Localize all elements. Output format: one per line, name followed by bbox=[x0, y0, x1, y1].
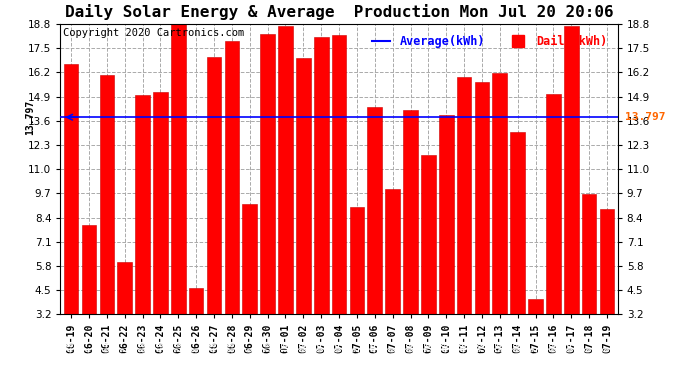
Bar bbox=[493, 73, 507, 374]
Text: Copyright 2020 Cartronics.com: Copyright 2020 Cartronics.com bbox=[63, 28, 244, 39]
Text: 16.156: 16.156 bbox=[495, 341, 504, 371]
Text: 8.952: 8.952 bbox=[353, 346, 362, 371]
Text: 15.948: 15.948 bbox=[460, 341, 469, 371]
Text: 11.776: 11.776 bbox=[424, 341, 433, 371]
Bar bbox=[153, 92, 168, 374]
Text: 9.960: 9.960 bbox=[388, 346, 397, 371]
Text: 17.888: 17.888 bbox=[228, 341, 237, 371]
Text: 9.696: 9.696 bbox=[584, 346, 593, 371]
Text: 18.716: 18.716 bbox=[281, 341, 290, 371]
Text: 18.820: 18.820 bbox=[174, 341, 183, 371]
Text: 7.984: 7.984 bbox=[84, 346, 94, 371]
Bar bbox=[171, 24, 186, 374]
Title: Daily Solar Energy & Average  Production Mon Jul 20 20:06: Daily Solar Energy & Average Production … bbox=[65, 4, 613, 20]
Bar bbox=[368, 107, 382, 374]
Bar bbox=[385, 189, 400, 374]
Bar bbox=[189, 288, 204, 374]
Text: 9.136: 9.136 bbox=[245, 346, 254, 371]
Bar bbox=[81, 225, 97, 374]
Text: 15.672: 15.672 bbox=[477, 341, 486, 371]
Text: 13.940: 13.940 bbox=[442, 341, 451, 371]
Bar bbox=[511, 132, 525, 374]
Bar bbox=[529, 298, 543, 374]
Bar bbox=[278, 26, 293, 374]
Text: 13.000: 13.000 bbox=[513, 341, 522, 371]
Text: 4.052: 4.052 bbox=[531, 346, 540, 371]
Bar bbox=[546, 94, 561, 374]
Bar bbox=[224, 41, 239, 374]
Text: 13.797: 13.797 bbox=[624, 112, 665, 122]
Bar bbox=[421, 155, 435, 374]
Bar bbox=[457, 77, 471, 374]
Text: 17.000: 17.000 bbox=[299, 341, 308, 371]
Text: 13.797: 13.797 bbox=[25, 100, 35, 135]
Bar bbox=[135, 95, 150, 374]
Text: 14.200: 14.200 bbox=[406, 341, 415, 371]
Bar bbox=[350, 207, 364, 374]
Text: 15.060: 15.060 bbox=[549, 341, 558, 371]
Bar bbox=[207, 57, 221, 374]
Bar bbox=[242, 204, 257, 374]
Bar bbox=[314, 37, 328, 374]
Text: 17.048: 17.048 bbox=[210, 341, 219, 371]
Text: 18.204: 18.204 bbox=[335, 341, 344, 371]
Text: 16.648: 16.648 bbox=[67, 341, 76, 371]
Bar bbox=[332, 35, 346, 374]
Text: 18.104: 18.104 bbox=[317, 341, 326, 371]
Bar bbox=[403, 110, 418, 374]
Bar bbox=[296, 58, 310, 374]
Bar bbox=[260, 34, 275, 374]
Text: 14.988: 14.988 bbox=[138, 341, 147, 371]
Text: 8.876: 8.876 bbox=[602, 346, 611, 371]
Bar bbox=[564, 26, 579, 374]
Bar bbox=[600, 209, 614, 374]
Bar bbox=[117, 262, 132, 374]
Text: 18.704: 18.704 bbox=[566, 341, 575, 371]
Text: 14.344: 14.344 bbox=[371, 341, 380, 371]
Bar bbox=[99, 75, 114, 374]
Text: 15.148: 15.148 bbox=[156, 341, 165, 371]
Bar bbox=[475, 82, 489, 374]
Bar bbox=[439, 114, 453, 374]
Legend: Average(kWh), Daily(kWh): Average(kWh), Daily(kWh) bbox=[368, 30, 612, 52]
Text: 16.064: 16.064 bbox=[102, 341, 111, 371]
Bar bbox=[582, 194, 596, 374]
Bar bbox=[63, 64, 79, 374]
Text: 18.276: 18.276 bbox=[263, 341, 272, 371]
Text: 4.608: 4.608 bbox=[192, 346, 201, 371]
Text: 6.002: 6.002 bbox=[120, 346, 129, 371]
